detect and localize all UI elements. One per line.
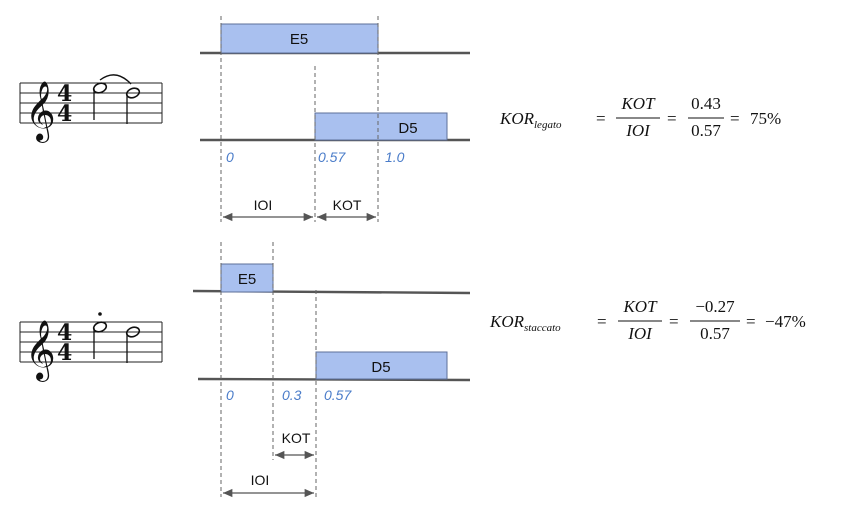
- staccato-time-label-03: 0.3: [282, 387, 302, 403]
- legato-note-d5-label: D5: [398, 120, 417, 137]
- staccato-frac2-den: 0.57: [700, 324, 730, 343]
- legato-equals-1: =: [596, 109, 606, 128]
- legato-equals-3: =: [730, 109, 740, 128]
- staccato-staff: 𝄞 4 4: [19, 312, 163, 382]
- staccato-note-d5-bar: [315, 351, 448, 380]
- legato-formula-lhs: KOR: [499, 109, 535, 128]
- half-note-e5-icon: [92, 82, 108, 120]
- treble-clef-icon: 𝄞: [25, 320, 56, 382]
- time-signature-top: 4: [57, 320, 72, 346]
- legato-formula-sub: legato: [534, 119, 562, 131]
- svg-text:KORstaccato: KORstaccato: [489, 312, 561, 334]
- time-signature-bottom: 4: [57, 340, 72, 366]
- staccato-time-label-057: 0.57: [324, 387, 352, 403]
- staccato-formula-lhs: KOR: [489, 312, 525, 331]
- legato-note-e5-bar: [220, 23, 379, 54]
- legato-time-label-10: 1.0: [385, 149, 405, 165]
- staccato-note-d5-label: D5: [371, 359, 390, 376]
- legato-piano-roll: E5 D5 0 0.57 1.0 IOI KOT: [200, 16, 470, 222]
- staccato-equals-3: =: [746, 312, 756, 331]
- half-note-e5-icon: [92, 321, 108, 359]
- legato-note-e5-label: E5: [290, 31, 308, 48]
- staccato-dot-icon: [98, 312, 102, 316]
- legato-time-label-0: 0: [226, 149, 234, 165]
- legato-result: 75%: [750, 109, 781, 128]
- staccato-piano-roll: E5 D5 0 0.3 0.57 KOT IOI: [192, 242, 471, 498]
- legato-kot-label: KOT: [333, 197, 362, 213]
- legato-frac1-num: KOT: [620, 94, 656, 113]
- legato-equals-2: =: [667, 109, 677, 128]
- legato-time-label-057: 0.57: [318, 149, 346, 165]
- legato-section: 𝄞 4 4 E5 D5: [19, 16, 781, 222]
- staccato-formula: KORstaccato = KOT IOI = −0.27 0.57 = −47…: [489, 297, 806, 343]
- staccato-equals-2: =: [669, 312, 679, 331]
- tie-icon: [99, 74, 132, 85]
- legato-ioi-label: IOI: [254, 197, 273, 213]
- treble-clef-icon: 𝄞: [25, 81, 56, 143]
- legato-staff: 𝄞 4 4: [19, 74, 163, 143]
- legato-frac2-den: 0.57: [691, 121, 721, 140]
- staccato-equals-1: =: [597, 312, 607, 331]
- staccato-frac1-den: IOI: [627, 324, 653, 343]
- staccato-frac2-num: −0.27: [695, 297, 735, 316]
- half-note-d5-icon: [125, 87, 141, 124]
- staccato-kot-label: KOT: [282, 430, 311, 446]
- time-signature-top: 4: [57, 81, 72, 107]
- staccato-time-label-0: 0: [226, 387, 234, 403]
- legato-formula: KORlegato = KOT IOI = 0.43 0.57 = 75%: [499, 94, 781, 140]
- staccato-section: 𝄞 4 4 E5 D5: [19, 242, 806, 498]
- staccato-ioi-label: IOI: [251, 472, 270, 488]
- half-note-d5-icon: [125, 326, 141, 363]
- staccato-result: −47%: [765, 312, 806, 331]
- svg-text:KORlegato: KORlegato: [499, 109, 562, 131]
- time-signature-bottom: 4: [57, 101, 72, 127]
- staccato-frac1-num: KOT: [622, 297, 658, 316]
- legato-frac1-den: IOI: [625, 121, 651, 140]
- legato-note-d5-bar: [314, 112, 448, 141]
- staccato-note-e5-label: E5: [238, 271, 256, 288]
- legato-frac2-num: 0.43: [691, 94, 721, 113]
- staccato-formula-sub: staccato: [524, 322, 561, 334]
